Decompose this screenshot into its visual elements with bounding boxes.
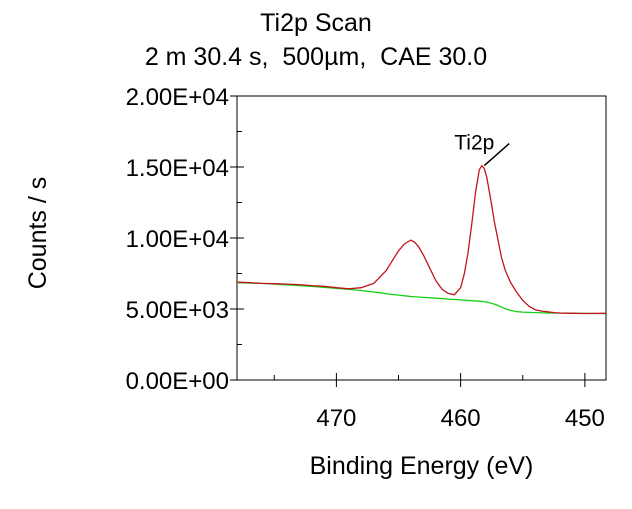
x-tick-label: 450 — [565, 405, 605, 432]
y-tick-label: 5.00E+03 — [126, 297, 229, 324]
minor-ticks — [237, 131, 524, 380]
peak-annotation-label: Ti2p — [454, 132, 494, 155]
y-tick-label: 1.00E+04 — [126, 226, 229, 253]
chart-subtitle: 2 m 30.4 s, 500µm, CAE 30.0 — [144, 43, 488, 71]
y-axis: 0.00E+00 5.00E+03 1.00E+04 1.50E+04 2.00E+04 — [126, 84, 244, 395]
x-tick-label: 470 — [316, 405, 356, 432]
plot-frame — [236, 95, 607, 381]
y-tick-label: 0.00E+00 — [126, 368, 229, 395]
peak-annotation-leader — [483, 143, 510, 167]
x-tick-label: 460 — [441, 405, 481, 432]
background-line — [236, 282, 606, 315]
y-axis-title: Counts / s — [24, 177, 52, 290]
x-axis: 470 460 450 — [316, 373, 605, 432]
spectrum-line — [236, 164, 607, 315]
y-tick-label: 2.00E+04 — [126, 84, 229, 111]
chart-title: Ti2p Scan — [260, 9, 372, 37]
x-axis-title: Binding Energy (eV) — [310, 452, 534, 480]
y-tick-label: 1.50E+04 — [126, 155, 229, 182]
